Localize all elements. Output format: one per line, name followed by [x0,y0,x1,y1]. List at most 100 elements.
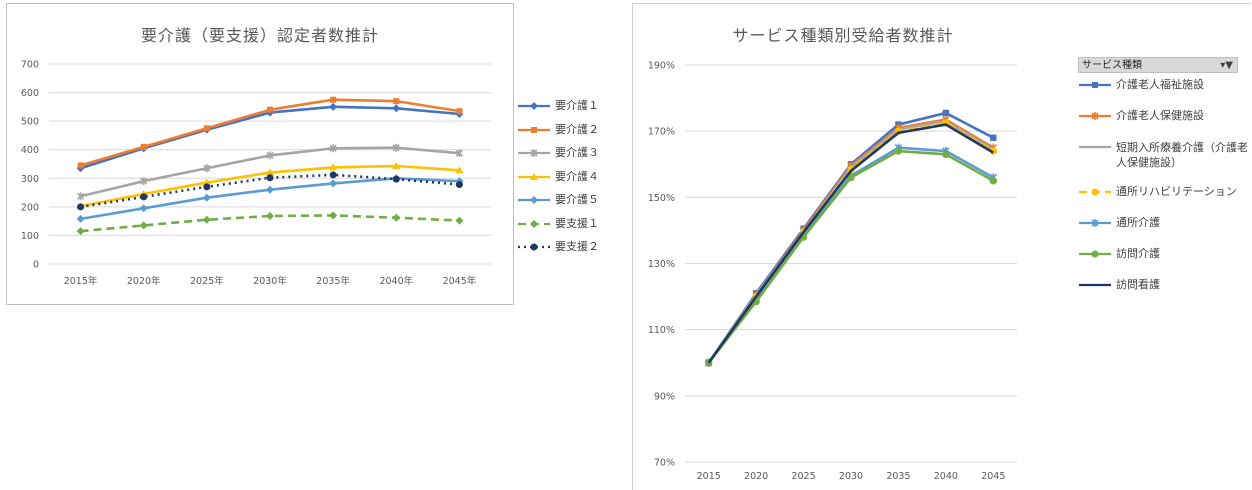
legend-header-label: サービス種類 [1082,60,1142,71]
x-tick-label: 2030 [839,471,863,482]
y-tick-label: 0 [33,260,39,271]
line-chart-service-recipients: 70% 90% 110% 130% 150% 170% 190% 2015 2020 2025 20… [648,61,1017,482]
x-tick-label: 2045年 [443,275,477,287]
legend-label: 通所介護 [1116,216,1160,229]
y-tick-label: 300 [21,174,39,185]
data-point [140,143,147,150]
y-tick-label: 100 [21,231,39,242]
legend-label: 要支援１ [555,216,599,230]
line-chart-care-certification: 0 100 200 300 400 500 600 700 2015年 2020年 2025年 203… [21,60,491,287]
y-tick-label: 400 [21,145,39,156]
legend-swatch [518,102,550,110]
data-point [330,96,337,103]
y-tick-label: 200 [21,202,39,213]
y-tick-label: 170% [648,127,675,138]
series-line-7 [707,123,994,364]
filter-dropdown-icon[interactable]: ▾▼ [1220,60,1233,71]
x-tick-label: 2030年 [253,275,287,287]
data-point [942,109,950,117]
data-point [139,221,148,230]
series-line-1 [707,111,994,364]
data-point [990,134,997,141]
data-point [266,151,274,160]
legend-label: 要介護３ [555,146,599,159]
y-tick-label: 600 [21,88,39,99]
data-point [140,193,148,201]
y-tick-label: 700 [21,60,39,71]
x-tick-label: 2035 [886,471,910,482]
legend-swatch [1079,82,1111,88]
legend-swatch [518,219,550,228]
legend-label: 訪問看護 [1116,278,1160,291]
x-tick-label: 2015 [697,471,721,482]
chart-title: 要介護（要支援）認定者数推計 [140,26,379,45]
legend-label: 訪問介護 [1116,247,1160,260]
legend-label: 要介護２ [555,122,599,136]
data-point [847,173,855,182]
data-point [392,175,400,183]
chart-panel-service-recipients: サービス種類別受給者数推計 70% 90% 110% 130% 150% 170% 190%… [632,3,1251,490]
legend-swatch [1079,219,1111,227]
data-point [393,98,400,105]
data-point [329,179,338,188]
y-tick-label: 500 [21,117,39,128]
y-tick-label: 130% [648,259,675,270]
data-point [203,183,211,191]
legend-swatch [1079,250,1111,258]
data-point [329,163,338,171]
data-point [203,125,210,132]
legend-swatch [518,126,550,133]
data-point [202,215,211,224]
data-point [266,185,274,194]
y-tick-label: 70% [654,458,675,469]
x-tick-label: 2040年 [379,275,413,287]
legend-filter-panel: サービス種類 ▾▼ 介護老人福祉施設 介護老人保健施設 短期入所療養介護（介護老人保… [1078,57,1248,307]
data-point [392,104,401,113]
legend: 要介護１ 要介護２ 要介護３ 要介護４ 要介護５ 要支援１ 要支援２ [517,99,627,260]
legend-label: 要介護１ [555,99,599,112]
x-tick-label: 2025 [791,471,815,482]
data-point [76,214,85,223]
y-tick-label: 90% [654,391,675,402]
legend-swatch [518,172,550,180]
data-point [267,106,273,113]
legend-label: 短期入所療養介護（介護老人保健施設） [1116,141,1248,169]
legend-label: 介護老人保健施設 [1116,109,1204,122]
legend-swatch [518,149,550,157]
data-point [266,174,274,182]
data-point [455,149,463,158]
x-tick-label: 2045 [981,471,1005,482]
series-line-4 [707,121,994,364]
chart-panel-care-certification: 要介護（要支援）認定者数推計 0 100 200 300 400 500 600 700 201… [6,3,599,305]
data-point [329,171,337,179]
legend-swatch [1079,112,1111,120]
legend-swatch [1079,283,1111,287]
x-tick-label: 2040 [934,471,958,482]
data-point [266,168,274,176]
x-tick-label: 2020年 [127,275,161,287]
data-point [455,216,464,225]
data-point [989,177,997,185]
data-point [203,164,211,173]
legend-swatch [518,243,550,251]
data-point [77,162,84,169]
legend-label: 要介護４ [555,169,599,183]
legend-label: 要支援２ [555,240,599,253]
data-point [392,213,401,222]
data-point [455,181,463,189]
data-point [76,227,85,236]
data-point [139,204,148,213]
data-point [392,143,400,152]
data-point [202,178,211,186]
data-point [140,177,148,186]
data-point [329,144,337,153]
legend-label: 要介護５ [555,193,599,206]
legend-swatch [1079,145,1111,149]
y-tick-label: 150% [648,193,675,204]
legend-swatch [1079,188,1111,196]
legend-label: 通所リハビリテーション [1116,185,1237,198]
legend-filter-header[interactable]: サービス種類 ▾▼ [1078,57,1238,73]
y-tick-label: 190% [648,61,675,72]
data-point [266,212,274,220]
data-point [77,203,85,211]
